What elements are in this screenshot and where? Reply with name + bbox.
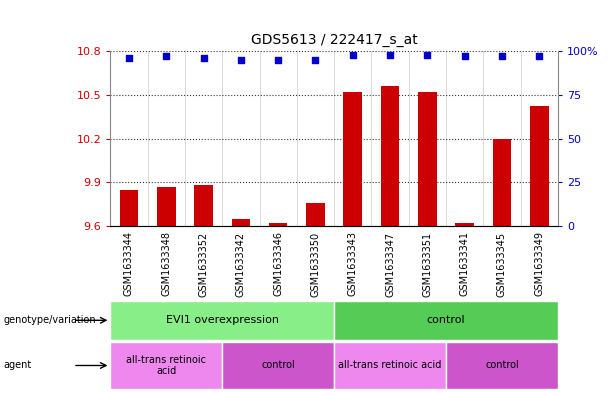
Text: GSM1633348: GSM1633348 [161,231,171,296]
Text: GSM1633344: GSM1633344 [124,231,134,296]
Text: GSM1633347: GSM1633347 [385,231,395,297]
Bar [120,189,139,226]
Text: GSM1633345: GSM1633345 [497,231,507,297]
Bar [530,107,549,226]
Point [161,53,171,59]
Point [311,57,321,63]
Bar [110,301,334,340]
Text: control: control [427,315,465,325]
Point [385,51,395,58]
Text: all-trans retinoic acid: all-trans retinoic acid [338,360,442,371]
Text: GSM1633351: GSM1633351 [422,231,432,297]
Text: GSM1633341: GSM1633341 [460,231,470,296]
Text: all-trans retinoic
acid: all-trans retinoic acid [126,355,207,376]
Text: GSM1633342: GSM1633342 [236,231,246,297]
Text: GSM1633343: GSM1633343 [348,231,358,296]
Point [460,53,470,59]
Bar [455,223,474,226]
Bar [334,301,558,340]
Text: GSM1633352: GSM1633352 [199,231,208,297]
Point [497,53,507,59]
Text: genotype/variation: genotype/variation [3,315,96,325]
Bar [334,342,446,389]
Bar [381,86,399,226]
Bar [110,342,222,389]
Bar [343,92,362,226]
Bar [157,187,175,226]
Point [422,51,432,58]
Text: agent: agent [3,360,31,371]
Point [535,53,544,59]
Text: GSM1633349: GSM1633349 [534,231,544,296]
Bar [232,219,250,226]
Text: control: control [485,360,519,371]
Text: control: control [261,360,295,371]
Text: GSM1633346: GSM1633346 [273,231,283,296]
Bar [306,203,325,226]
Bar [493,139,511,226]
Text: EVI1 overexpression: EVI1 overexpression [166,315,279,325]
Bar [194,185,213,226]
Bar [269,223,287,226]
Point [348,51,357,58]
Point [199,55,208,61]
Point [124,55,134,61]
Bar [222,342,334,389]
Point [236,57,246,63]
Bar [446,342,558,389]
Point [273,57,283,63]
Text: GSM1633350: GSM1633350 [310,231,321,297]
Bar [418,92,436,226]
Title: GDS5613 / 222417_s_at: GDS5613 / 222417_s_at [251,33,417,47]
